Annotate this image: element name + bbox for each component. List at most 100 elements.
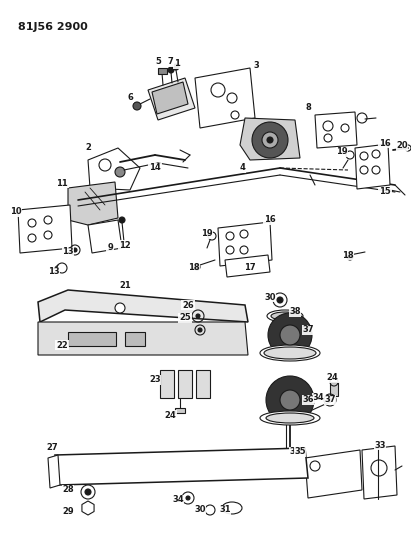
Bar [160,370,174,398]
Polygon shape [68,182,118,225]
Text: 25: 25 [179,313,191,322]
Text: 22: 22 [56,341,68,350]
Circle shape [262,132,278,148]
Polygon shape [362,446,397,499]
Bar [68,332,116,346]
Polygon shape [218,222,272,266]
Circle shape [196,314,200,318]
Text: 18: 18 [188,263,200,272]
Text: 7: 7 [167,58,173,67]
Circle shape [266,376,314,424]
Text: 34: 34 [172,496,184,505]
Text: 34: 34 [312,393,324,402]
Text: 30: 30 [264,293,276,302]
Text: 9: 9 [107,244,113,253]
Polygon shape [148,78,195,120]
Circle shape [73,248,77,252]
Text: 12: 12 [119,240,131,249]
Ellipse shape [267,310,303,322]
Text: 28: 28 [62,486,74,495]
Bar [178,370,192,398]
Circle shape [280,390,300,410]
Polygon shape [355,144,390,189]
Text: 1: 1 [174,60,180,69]
Polygon shape [88,148,140,190]
Circle shape [252,122,288,158]
Text: 33: 33 [374,440,386,449]
Text: 26: 26 [182,301,194,310]
Text: 4: 4 [239,164,245,173]
Circle shape [194,264,200,270]
Circle shape [168,67,174,73]
Text: 8: 8 [305,103,311,112]
Polygon shape [315,112,357,148]
Polygon shape [48,455,60,488]
Text: 5: 5 [155,58,161,67]
Polygon shape [88,220,122,253]
Text: 2: 2 [85,143,91,152]
Ellipse shape [266,413,314,423]
Text: 21: 21 [119,280,131,289]
Circle shape [85,489,91,495]
Polygon shape [240,118,300,160]
Text: 13: 13 [48,268,60,277]
Circle shape [119,217,125,223]
Text: 19: 19 [201,230,213,238]
Text: 13: 13 [62,247,74,256]
Text: 10: 10 [10,207,22,216]
Text: 31: 31 [219,505,231,514]
Circle shape [277,297,283,303]
Circle shape [133,102,141,110]
Text: 3: 3 [253,61,259,69]
Circle shape [115,303,125,313]
Ellipse shape [264,347,316,359]
Polygon shape [225,255,270,277]
Ellipse shape [271,312,299,320]
Bar [283,448,293,454]
Text: 18: 18 [342,251,354,260]
Text: 16: 16 [264,215,276,224]
Polygon shape [18,205,72,253]
Text: 27: 27 [46,443,58,453]
Circle shape [186,496,190,500]
Circle shape [268,313,312,357]
Text: 36: 36 [302,395,314,405]
Polygon shape [305,450,362,498]
Ellipse shape [260,411,320,425]
Text: 24: 24 [164,410,176,419]
Text: 15: 15 [379,188,391,197]
Circle shape [198,328,202,332]
Text: 19: 19 [336,148,348,157]
Text: 6: 6 [127,93,133,102]
Polygon shape [38,290,248,322]
Circle shape [347,254,353,260]
Polygon shape [152,82,188,114]
Circle shape [328,398,332,402]
Circle shape [267,137,273,143]
Polygon shape [55,448,308,485]
Text: 16: 16 [379,139,391,148]
Ellipse shape [260,345,320,361]
Circle shape [280,325,300,345]
Text: 81J56 2900: 81J56 2900 [18,22,88,32]
Polygon shape [38,322,248,355]
Text: 32: 32 [289,448,301,456]
Bar [158,68,167,74]
Text: 17: 17 [244,263,256,272]
Circle shape [173,64,179,70]
Text: 35: 35 [294,448,306,456]
Text: 14: 14 [149,164,161,173]
Bar [175,408,185,413]
Text: 24: 24 [326,374,338,383]
Bar [330,382,338,396]
Text: 29: 29 [62,507,74,516]
Bar [125,332,145,346]
Polygon shape [195,68,255,128]
Text: 37: 37 [302,326,314,335]
Text: 23: 23 [149,376,161,384]
Text: 30: 30 [194,505,206,514]
Bar [196,370,210,398]
Text: 11: 11 [56,179,68,188]
Circle shape [115,167,125,177]
Text: 38: 38 [289,308,301,317]
